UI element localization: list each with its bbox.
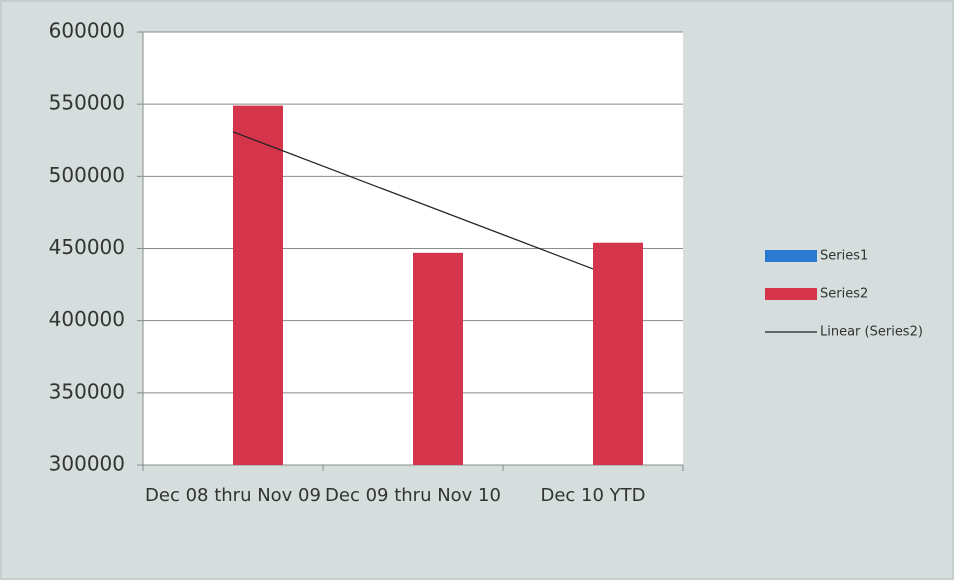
legend-label: Linear (Series2) bbox=[820, 325, 923, 340]
y-tick-label: 350000 bbox=[49, 379, 125, 403]
trendline bbox=[232, 131, 594, 270]
x-tick-label: Dec 09 thru Nov 10 bbox=[325, 485, 501, 506]
legend-swatch bbox=[765, 288, 817, 300]
y-tick-label: 400000 bbox=[49, 307, 125, 331]
y-tick-label: 600000 bbox=[49, 19, 125, 43]
y-tick-label: 500000 bbox=[49, 163, 125, 187]
legend-label: Series1 bbox=[820, 249, 868, 264]
legend-label: Series2 bbox=[820, 287, 868, 302]
x-tick-label: Dec 08 thru Nov 09 bbox=[145, 485, 321, 506]
bar bbox=[413, 252, 463, 465]
y-tick-label: 300000 bbox=[49, 452, 125, 476]
x-tick-label: Dec 10 YTD bbox=[540, 485, 646, 506]
y-tick-label: 450000 bbox=[49, 235, 125, 259]
bar bbox=[593, 242, 643, 465]
legend-swatch bbox=[765, 250, 817, 262]
y-tick-label: 550000 bbox=[49, 91, 125, 115]
bar bbox=[233, 105, 283, 466]
